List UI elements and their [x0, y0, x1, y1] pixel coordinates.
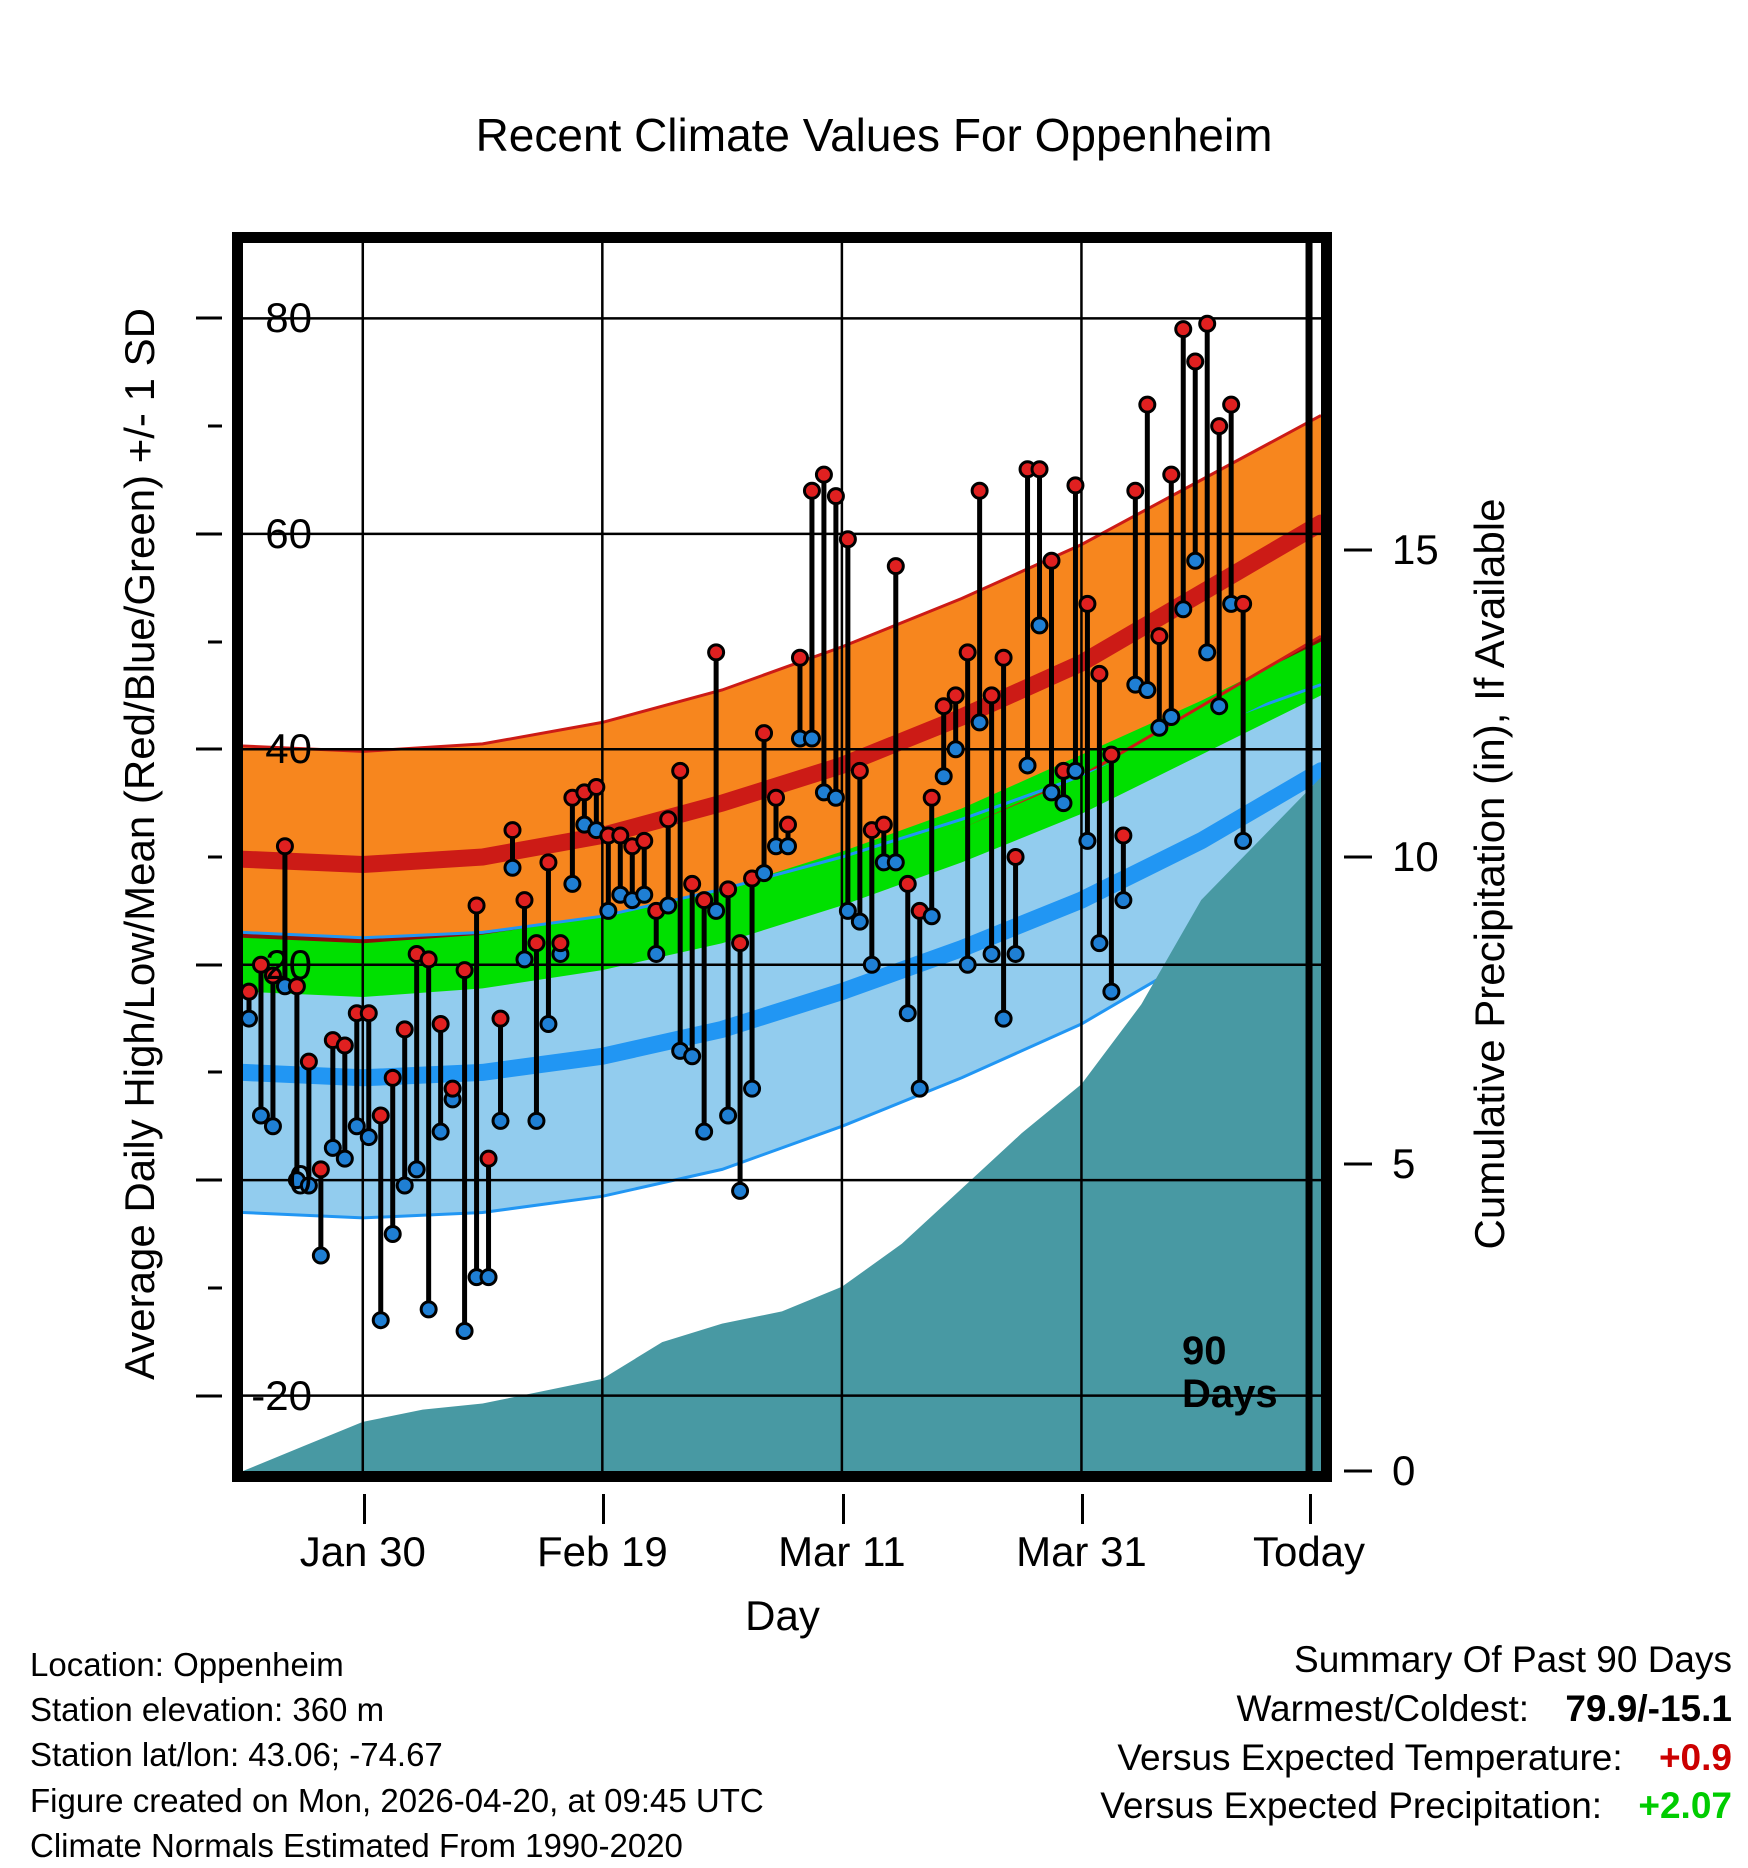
- y-axis-right-tick-label: 5: [1392, 1140, 1416, 1187]
- meta-created: Figure created on Mon, 2026-04-20, at 09…: [30, 1781, 764, 1819]
- y-axis-tick-label: 0: [288, 1156, 312, 1204]
- y-axis-right-tick: [1344, 1162, 1372, 1166]
- chart-plot-area: [232, 232, 1332, 1482]
- y-axis-minor-tick: [208, 855, 222, 859]
- y-axis-minor-tick: [208, 424, 222, 428]
- summary-panel: Summary Of Past 90 Days Warmest/Coldest:…: [1100, 1636, 1732, 1831]
- y-axis-tick-label: 20: [265, 940, 312, 988]
- y-axis-right-tick: [1344, 548, 1372, 552]
- y-axis-tick-label: 40: [265, 725, 312, 773]
- x-axis-tick: [1081, 1494, 1085, 1524]
- warmest-coldest-label: Warmest/Coldest:: [1236, 1687, 1530, 1729]
- y-axis-tick-label: 80: [265, 294, 312, 342]
- y-axis-tick: [196, 747, 222, 751]
- x-axis-tick: [1309, 1494, 1313, 1524]
- y-axis-tick: [196, 963, 222, 967]
- summary-warmest-coldest: Warmest/Coldest: 79.9/-15.1: [1100, 1685, 1732, 1734]
- y-axis-right-tick: [1344, 855, 1372, 859]
- page-title: Recent Climate Values For Oppenheim: [475, 109, 1273, 161]
- vs-precipitation-label: Versus Expected Precipitation:: [1100, 1785, 1603, 1827]
- meta-location: Location: Oppenheim: [30, 1646, 344, 1683]
- y-axis-right-title: Cumulative Precipitation (in), If Availa…: [1466, 498, 1513, 1250]
- x-axis-title: Day: [745, 1592, 820, 1639]
- x-axis-tick-label: Mar 11: [778, 1528, 906, 1575]
- vs-temperature-value: +0.9: [1658, 1736, 1732, 1778]
- y-axis-tick: [196, 1394, 222, 1398]
- y-axis-right-tick-label: 15: [1392, 526, 1439, 573]
- ninety-days-annotation: 90 Days: [1182, 1329, 1278, 1417]
- ninety-days-line2: Days: [1182, 1372, 1278, 1417]
- x-axis-tick: [841, 1494, 845, 1524]
- y-axis-minor-tick: [208, 1070, 222, 1074]
- vs-temperature-label: Versus Expected Temperature:: [1117, 1736, 1623, 1778]
- summary-title: Summary Of Past 90 Days: [1294, 1639, 1732, 1680]
- station-metadata: Location: Oppenheim Station elevation: 3…: [30, 1642, 764, 1868]
- warmest-coldest-value: 79.9/-15.1: [1565, 1687, 1732, 1729]
- meta-latlon: Station lat/lon: 43.06; -74.67: [30, 1736, 443, 1774]
- y-axis-tick-label: 60: [265, 509, 312, 557]
- x-axis-tick-label: Feb 19: [536, 1528, 668, 1575]
- chart-canvas: [243, 243, 1321, 1471]
- y-axis-minor-tick: [208, 1286, 222, 1290]
- y-axis-tick: [196, 316, 222, 320]
- y-axis-left-title: Average Daily High/Low/Mean (Red/Blue/Gr…: [116, 308, 163, 1380]
- x-axis-tick-label: Today: [1252, 1528, 1366, 1575]
- y-axis-right-tick-label: 10: [1392, 833, 1439, 880]
- summary-vs-precipitation: Versus Expected Precipitation: +2.07: [1100, 1782, 1732, 1831]
- y-axis-right-tick: [1344, 1469, 1372, 1473]
- summary-vs-temperature: Versus Expected Temperature: +0.9: [1100, 1734, 1732, 1783]
- x-axis-tick: [362, 1494, 366, 1524]
- vs-precipitation-value: +2.07: [1638, 1785, 1732, 1827]
- meta-normals: Climate Normals Estimated From 1990-2020: [30, 1826, 683, 1864]
- y-axis-tick: [196, 1178, 222, 1182]
- meta-elevation: Station elevation: 360 m: [30, 1691, 385, 1729]
- chart-svg: [243, 243, 1321, 1471]
- y-axis-right-tick-label: 0: [1392, 1447, 1416, 1494]
- y-axis-tick: [196, 532, 222, 536]
- x-axis-tick-label: Jan 30: [299, 1528, 426, 1575]
- ninety-days-line1: 90: [1182, 1329, 1227, 1373]
- y-axis-tick-label: -20: [251, 1371, 312, 1419]
- y-axis-minor-tick: [208, 640, 222, 644]
- x-axis-tick-label: Mar 31: [1016, 1528, 1147, 1575]
- x-axis-tick: [602, 1494, 606, 1524]
